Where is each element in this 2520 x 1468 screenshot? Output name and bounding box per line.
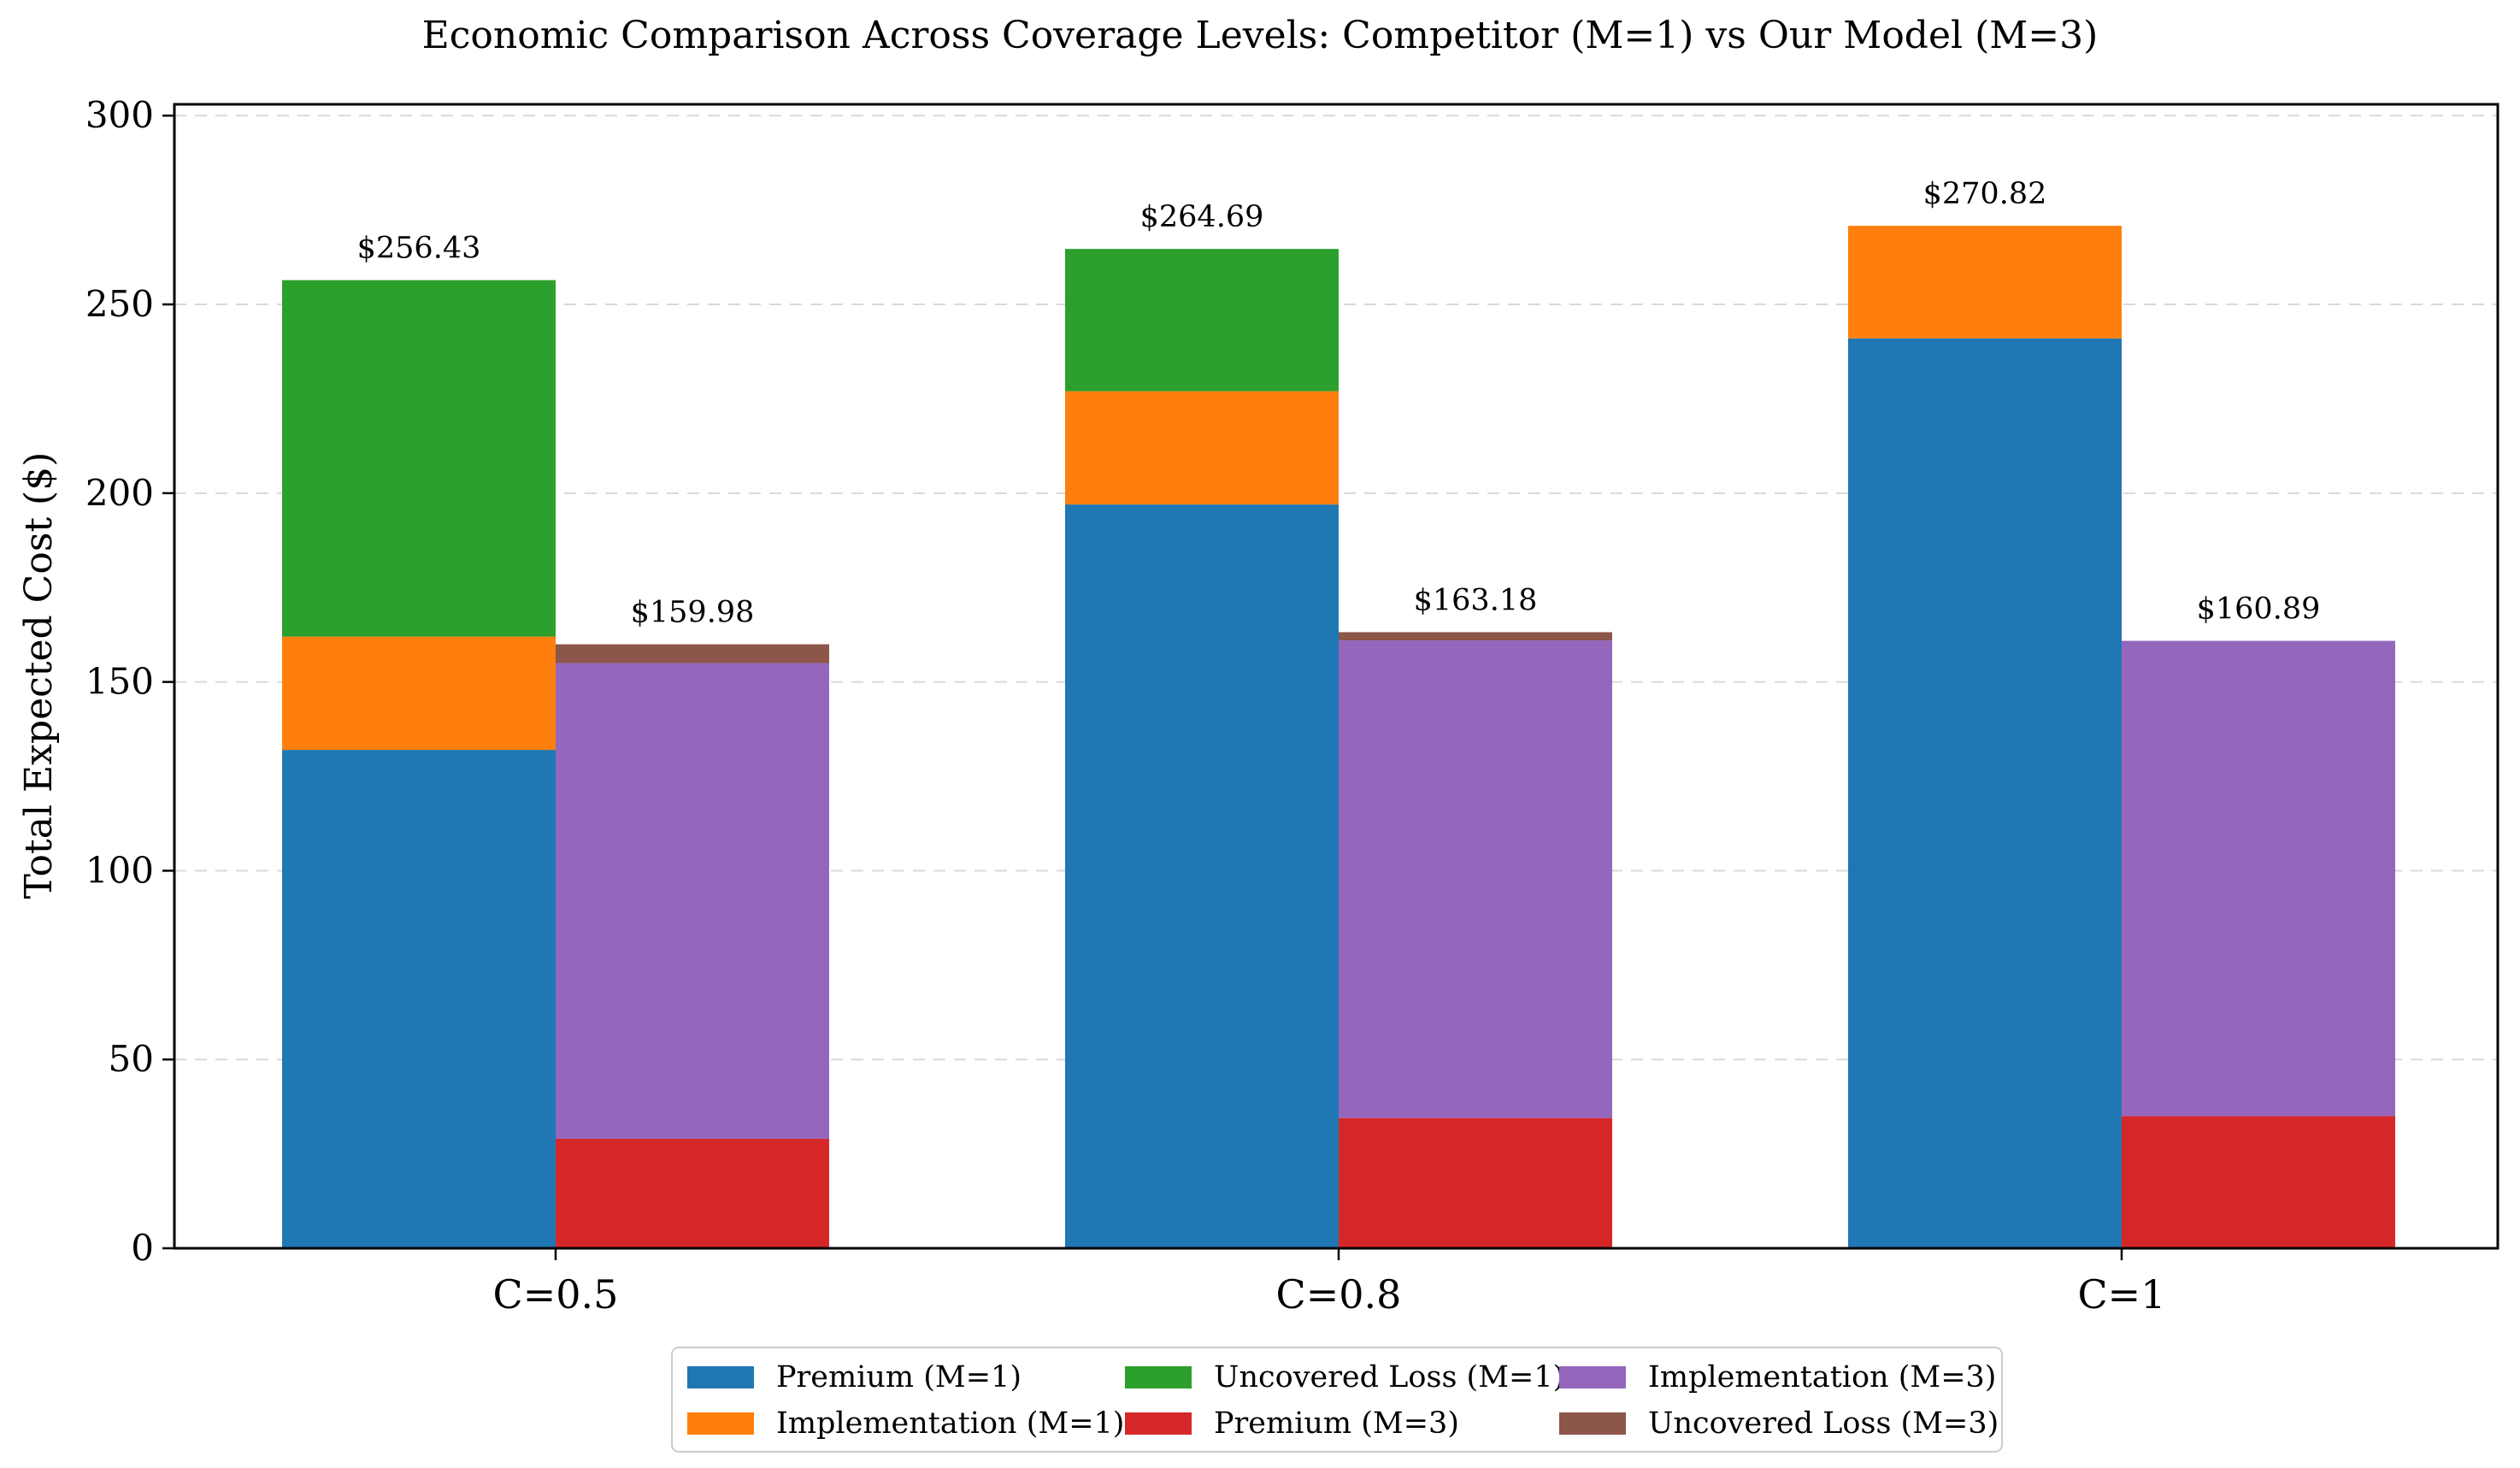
- x-tick-label: C=0.8: [1276, 1271, 1402, 1318]
- bar-total-label: $163.18: [1414, 583, 1538, 617]
- legend-swatch: [1125, 1366, 1192, 1388]
- y-tick-label: 100: [85, 849, 154, 891]
- bar-segment: [1848, 226, 2122, 339]
- legend-swatch: [687, 1366, 754, 1388]
- legend-label: Uncovered Loss (M=1): [1214, 1360, 1564, 1394]
- bar-segment: [1339, 1117, 1612, 1248]
- legend-swatch: [1559, 1412, 1626, 1435]
- x-tick-label: C=1: [2077, 1271, 2165, 1318]
- y-tick-label: 300: [85, 94, 154, 136]
- y-tick-label: 150: [85, 661, 154, 703]
- legend-swatch: [687, 1412, 754, 1435]
- chart-title: Economic Comparison Across Coverage Leve…: [422, 14, 2099, 57]
- bar-total-label: $270.82: [1923, 177, 2047, 211]
- bar-segment: [2122, 640, 2395, 1117]
- bar-segment: [556, 1138, 829, 1248]
- legend-box: [671, 1347, 2003, 1453]
- y-tick-label: 0: [131, 1227, 154, 1269]
- legend: Premium (M=1) Implementation (M=1) Uncover…: [671, 1347, 2003, 1453]
- bar-segment: [556, 644, 829, 663]
- bar-total-label: $159.98: [631, 596, 755, 630]
- legend-label: Implementation (M=1): [776, 1406, 1124, 1441]
- legend-label: Premium (M=3): [1214, 1406, 1459, 1441]
- bars: [282, 226, 2395, 1248]
- bar-segment: [1065, 504, 1339, 1248]
- bar-segment: [282, 750, 556, 1248]
- bar-total-label: $264.69: [1140, 200, 1264, 234]
- bar-segment: [1339, 632, 1612, 641]
- bar-segment: [1065, 391, 1339, 505]
- x-tick-label: C=0.5: [493, 1271, 619, 1318]
- axes: 0 50 100 150 200 250 300 C=0.5 C=0.8 C=1: [85, 94, 2499, 1318]
- legend-swatch: [1559, 1366, 1626, 1388]
- bar-segment: [556, 663, 829, 1139]
- legend-label: Premium (M=1): [776, 1360, 1022, 1394]
- bar-total-label: $256.43: [357, 232, 481, 266]
- bar-segment: [2122, 1116, 2395, 1248]
- y-axis-label: Total Expected Cost ($): [17, 452, 61, 899]
- plot-frame: [173, 103, 2499, 1250]
- y-tick-label: 200: [85, 472, 154, 514]
- legend-label: Uncovered Loss (M=3): [1648, 1406, 1999, 1441]
- bar-segment: [1339, 640, 1612, 1118]
- bar-segment: [1848, 338, 2122, 1248]
- total-labels: $256.43 $159.98 $264.69 $163.18 $270.82 $160.…: [357, 177, 2321, 629]
- y-tick-label: 50: [109, 1038, 154, 1080]
- legend-label: Implementation (M=3): [1648, 1360, 1996, 1394]
- bar-segment: [282, 280, 556, 637]
- bar-segment: [282, 636, 556, 751]
- legend-swatch: [1125, 1412, 1192, 1435]
- bar-total-label: $160.89: [2197, 593, 2321, 627]
- y-tick-label: 250: [85, 283, 154, 325]
- bar-segment: [1065, 249, 1339, 392]
